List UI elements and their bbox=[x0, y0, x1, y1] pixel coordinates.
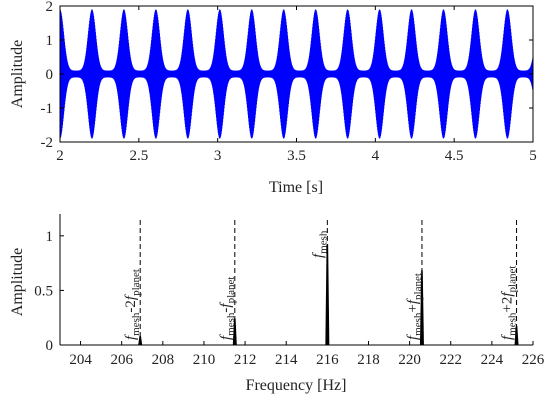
peak-annotation-op: +2 bbox=[500, 297, 516, 313]
bottom-x-tick-label: 204 bbox=[69, 352, 92, 368]
bottom-y-tick-label: 0 bbox=[46, 338, 54, 354]
peak-annotation: fmesh-fplanet bbox=[218, 277, 237, 340]
bottom-x-ticks: 204 206 208 210 212 214 216 218 220 222 224 226 bbox=[69, 341, 545, 368]
peak-annotation-sub2: planet bbox=[225, 277, 237, 304]
peak-annotation-sub: mesh bbox=[225, 312, 237, 336]
top-y-tick-label: 2 bbox=[46, 0, 54, 15]
peak-annotation-op: - bbox=[218, 308, 234, 313]
bottom-x-tick-label: 206 bbox=[110, 352, 133, 368]
top-x-axis-label: Time [s] bbox=[269, 179, 323, 196]
peak-annotation-sub: mesh bbox=[507, 312, 519, 336]
peak-annotation-op: + bbox=[405, 304, 421, 312]
top-y-tick-label: -1 bbox=[41, 101, 54, 117]
top-x-tick-label: 2.5 bbox=[129, 148, 148, 164]
bottom-x-tick-label: 226 bbox=[522, 352, 545, 368]
bottom-x-tick-label: 218 bbox=[357, 352, 380, 368]
top-y-tick-label: 1 bbox=[46, 33, 54, 49]
peak-annotation: fmesh+2fplanet bbox=[500, 266, 519, 340]
peak-annotation-f: f bbox=[218, 334, 234, 340]
peak-annotation-f: f bbox=[310, 252, 326, 258]
peak-annotation-sub: mesh bbox=[130, 312, 142, 336]
peak-annotation-sub2: planet bbox=[130, 269, 142, 296]
peak-annotation-sub2: planet bbox=[412, 273, 424, 300]
top-x-tick-label: 4 bbox=[372, 148, 380, 164]
peak-annotation-sub: mesh bbox=[317, 230, 329, 254]
spectrum-peak bbox=[325, 244, 330, 346]
peak-annotation: fmesh+fplanet bbox=[405, 273, 424, 340]
top-x-tick-label: 3.5 bbox=[287, 148, 306, 164]
bottom-x-tick-label: 208 bbox=[152, 352, 175, 368]
top-y-tick-label: 0 bbox=[46, 67, 54, 83]
peak-annotation-f2: f bbox=[218, 302, 234, 308]
top-x-ticks: 2 2.5 3 3.5 4 4.5 5 bbox=[56, 6, 537, 164]
spectrum-peaks bbox=[138, 244, 519, 346]
top-x-tick-label: 4.5 bbox=[445, 148, 464, 164]
bottom-x-tick-label: 216 bbox=[316, 352, 339, 368]
peak-annotation: fmesh-2fplanet bbox=[123, 269, 142, 340]
bottom-x-tick-label: 220 bbox=[398, 352, 421, 368]
bottom-y-tick-label: 0.5 bbox=[34, 283, 53, 299]
bottom-x-tick-label: 210 bbox=[193, 352, 216, 368]
peak-annotation-f: f bbox=[500, 334, 516, 340]
time-signal-series bbox=[59, 9, 534, 139]
peak-annotation-f2: f bbox=[500, 291, 516, 297]
peak-annotation: fmesh bbox=[310, 230, 329, 258]
bottom-x-tick-label: 222 bbox=[439, 352, 462, 368]
top-x-tick-label: 2 bbox=[56, 148, 64, 164]
peak-annotation-sub2: planet bbox=[507, 266, 519, 293]
bottom-x-tick-label: 214 bbox=[275, 352, 298, 368]
peak-annotation-f2: f bbox=[405, 298, 421, 304]
peak-annotations: fmesh-2fplanetfmesh-fplanetfmeshfmesh+fp… bbox=[123, 230, 518, 340]
top-x-tick-label: 5 bbox=[529, 148, 537, 164]
bottom-x-tick-label: 224 bbox=[481, 352, 504, 368]
signal-line bbox=[59, 9, 534, 139]
top-y-tick-label: -2 bbox=[41, 135, 54, 151]
top-x-tick-label: 3 bbox=[214, 148, 222, 164]
bottom-y-tick-label: 1 bbox=[46, 229, 54, 245]
top-y-ticks: -2 -1 0 1 2 bbox=[41, 0, 533, 151]
bottom-y-axis-label: Amplitude bbox=[9, 248, 26, 316]
peak-annotation-f2: f bbox=[123, 294, 139, 300]
peak-annotation-f: f bbox=[405, 334, 421, 340]
peak-annotation-op: -2 bbox=[123, 300, 139, 313]
bottom-x-axis-label: Frequency [Hz] bbox=[246, 377, 347, 394]
top-y-axis-label: Amplitude bbox=[9, 40, 26, 108]
spectrum-plot: fmesh-2fplanetfmesh-fplanetfmeshfmesh+fp… bbox=[9, 214, 545, 394]
peak-annotation-f: f bbox=[123, 334, 139, 340]
bottom-x-tick-label: 212 bbox=[234, 352, 257, 368]
time-signal-plot: 2 2.5 3 3.5 4 4.5 5 -2 -1 0 1 2 Time [s] Amplitude bbox=[9, 0, 537, 196]
peak-annotation-sub: mesh bbox=[412, 312, 424, 336]
bottom-y-ticks: 00.51 bbox=[34, 229, 64, 354]
